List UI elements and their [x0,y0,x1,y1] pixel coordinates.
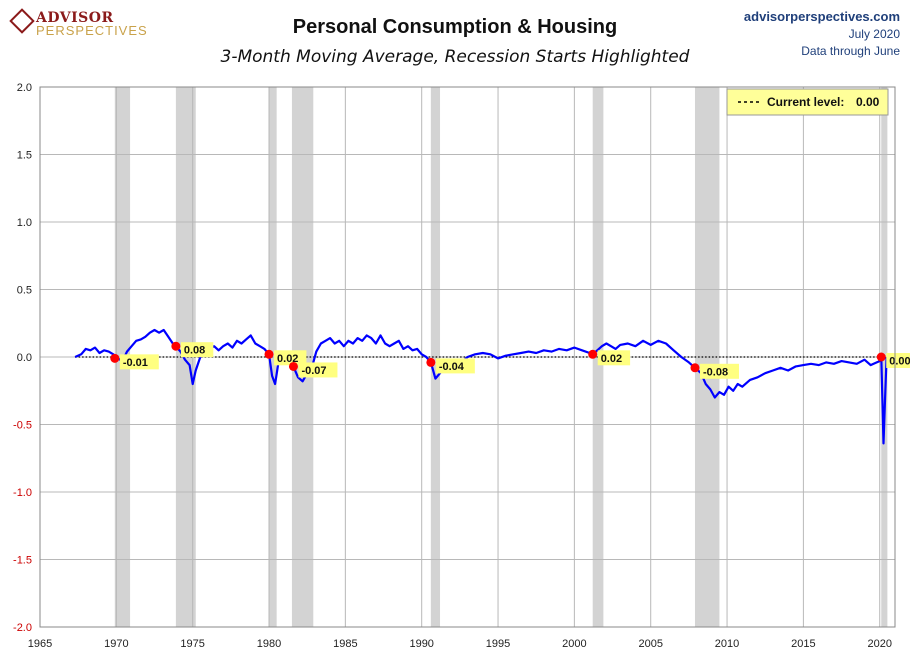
y-tick-label: -2.0 [13,622,32,634]
data-label-bg [435,358,475,374]
plot-frame [39,86,896,628]
data-label: 0.02 [601,353,622,365]
x-tick-label: 1980 [257,638,281,650]
data-label-bg [597,350,631,366]
logo-main-text: ADVISOR [35,10,114,26]
logo-mark-icon [9,8,35,34]
x-tick-label: 1990 [409,638,433,650]
recession-start-marker [288,361,298,371]
recession-start-marker [264,349,274,359]
data-label-bg [699,363,739,379]
legend-box [726,88,889,116]
y-tick-label: 2.0 [17,82,32,94]
series-line [74,328,888,445]
x-tick-label: 1995 [486,638,510,650]
x-tick-label: 1985 [333,638,357,650]
data-label-bg [180,342,214,358]
x-tick-label: 2000 [562,638,586,650]
source-site: advisorperspectives.com [744,9,900,24]
x-axis-ticks: 1965 1970 1975 1980 1985 1990 1995 2000 2005 2010… [28,638,892,650]
recession-start-marker [171,341,181,351]
y-tick-label: -1.0 [13,487,32,499]
logo-sub-text: PERSPECTIVES [36,23,148,38]
chart-subtitle: 3-Month Moving Average, Recession Starts… [221,47,690,67]
y-tick-label: -1.5 [13,555,32,567]
legend-label: Current level: [767,95,844,109]
data-label: 0.00 [889,356,910,368]
y-tick-label: -0.5 [13,420,32,432]
x-tick-label: 2015 [791,638,815,650]
y-tick-label: 0.0 [17,352,32,364]
data-label: 0.08 [184,345,205,357]
y-tick-label: 0.5 [17,285,32,297]
chart-title: Personal Consumption & Housing [293,16,617,38]
y-tick-label: 1.0 [17,217,32,229]
x-tick-label: 2010 [715,638,739,650]
legend: Current level: 0.00 [726,88,889,116]
x-tick-label: 1970 [104,638,128,650]
recession-start-markers: -0.010.080.02-0.07 -0.040.02-0.080.00 [110,341,910,379]
recession-start-marker [588,349,598,359]
y-tick-label: 1.5 [17,150,32,162]
source-date: July 2020 [849,27,901,41]
data-label: -0.01 [123,357,148,369]
x-tick-label: 1975 [180,638,204,650]
x-tick-label: 2005 [638,638,662,650]
data-label: -0.07 [301,365,326,377]
data-label-bg [119,354,159,370]
x-tick-label: 2020 [867,638,891,650]
data-label: -0.08 [703,366,728,378]
logo: ADVISOR PERSPECTIVES [9,8,148,38]
legend-value: 0.00 [856,95,880,109]
y-axis-ticks: 2.0 1.5 1.0 0.5 0.0 -0.5 -1.0 -1.5 -2.0 [13,82,32,634]
data-label-bg [886,353,910,368]
recession-start-marker [426,357,436,367]
data-label-bg [274,350,307,366]
recession-start-marker [876,352,886,362]
recession-start-marker [110,353,120,363]
source-note: Data through June [801,44,900,58]
data-label: -0.04 [439,361,465,373]
recession-start-marker [690,363,700,373]
data-label: 0.02 [277,353,298,365]
data-label-bg [298,362,338,378]
x-tick-label: 1965 [28,638,52,650]
